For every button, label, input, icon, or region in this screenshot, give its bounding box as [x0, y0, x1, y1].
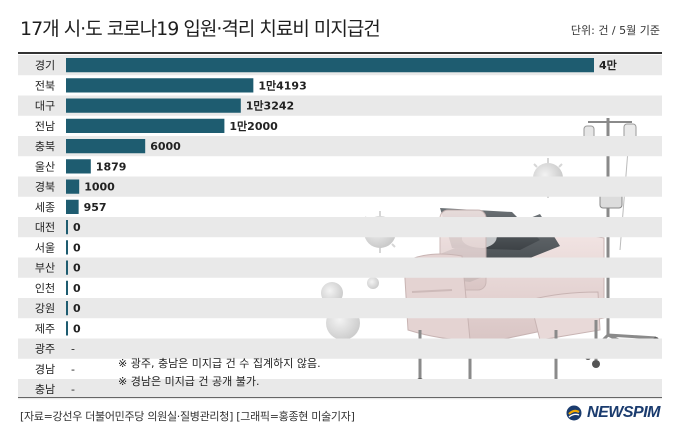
category-label: 대전	[35, 221, 55, 234]
category-label: 충남	[35, 383, 55, 396]
category-label: 경북	[35, 181, 55, 194]
value-label: 1000	[84, 181, 115, 194]
row-band	[18, 379, 662, 400]
value-label: 6000	[150, 140, 181, 153]
bars	[66, 58, 594, 336]
value-label: 4만	[599, 58, 617, 72]
category-label: 대구	[35, 100, 55, 113]
row-band	[18, 176, 662, 197]
value-label: -	[71, 343, 75, 356]
category-label: 강원	[35, 302, 55, 315]
bar	[66, 159, 91, 174]
value-label: 957	[84, 201, 107, 214]
bar	[66, 321, 68, 336]
category-label: 서울	[35, 241, 55, 254]
row-band	[18, 338, 662, 359]
category-label: 부산	[35, 262, 55, 275]
category-label: 울산	[35, 160, 55, 173]
bar	[66, 139, 146, 154]
bar	[66, 301, 68, 316]
bar	[66, 78, 254, 93]
bar	[66, 240, 68, 255]
value-label: 1만4193	[258, 78, 306, 92]
value-label: 0	[73, 322, 81, 335]
bar	[66, 260, 68, 275]
value-label: 1879	[96, 160, 127, 173]
footnote: ※ 광주, 충남은 미지급 건 수 집계하지 않음.	[118, 357, 321, 370]
row-band	[18, 217, 662, 238]
top-rule	[18, 52, 662, 54]
logo-text: NEWSPIM	[587, 404, 660, 421]
footnotes: ※ 광주, 충남은 미지급 건 수 집계하지 않음. ※ 경남은 미지급 건 공…	[118, 355, 321, 391]
category-label: 전남	[35, 120, 55, 133]
value-label: 0	[73, 221, 81, 234]
value-label: 0	[73, 302, 81, 315]
bar	[66, 179, 80, 194]
value-label: 0	[73, 282, 81, 295]
category-label: 경기	[35, 59, 55, 72]
value-label: 0	[73, 241, 81, 254]
category-label: 광주	[35, 343, 55, 356]
value-labels: 4만1만41931만32421만200060001879100095700000…	[71, 58, 617, 396]
newspim-logo-icon	[566, 405, 582, 421]
row-band	[18, 257, 662, 278]
chart-title: 17개 시·도 코로나19 입원·격리 치료비 미지급건	[20, 18, 381, 40]
category-label: 제주	[35, 322, 55, 335]
publisher-logo: NEWSPIM	[566, 404, 660, 422]
source-credit: [자료=강선우 더불어민주당 의원실·질병관리청] [그래픽=홍종현 미술기자]	[20, 410, 355, 423]
value-label: -	[71, 363, 75, 376]
bar	[66, 280, 68, 295]
footnote: ※ 경남은 미지급 건 공개 불가.	[118, 375, 260, 388]
bar	[66, 220, 68, 235]
bar	[66, 58, 594, 73]
category-label: 인천	[35, 281, 55, 295]
category-label: 전북	[35, 79, 55, 92]
value-label: 1만2000	[229, 119, 278, 133]
category-label: 경남	[35, 363, 55, 376]
bar	[66, 199, 79, 214]
category-label: 충북	[35, 140, 55, 153]
unit-label: 단위: 건 / 5월 기준	[570, 24, 660, 37]
bar	[66, 118, 225, 133]
bar	[66, 98, 241, 113]
value-label: 1만3242	[246, 99, 294, 113]
row-band	[18, 298, 662, 319]
category-label: 세종	[35, 201, 55, 214]
value-label: 0	[73, 262, 81, 275]
value-label: -	[71, 383, 75, 396]
row-band	[18, 136, 662, 157]
bottom-rule	[18, 397, 662, 398]
